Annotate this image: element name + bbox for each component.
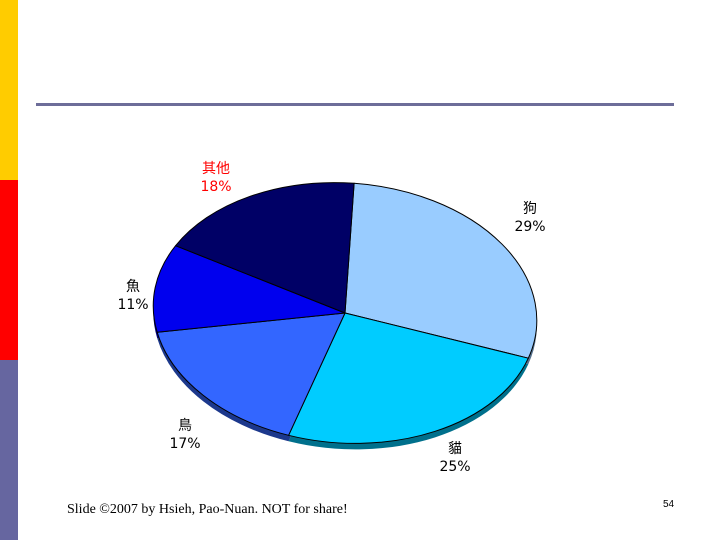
side-bar-red: [0, 180, 18, 360]
title-divider: [36, 103, 674, 106]
pie-slice-1: [288, 312, 529, 444]
side-bar-yellow: [0, 0, 18, 180]
pie-label-name-3: 魚: [126, 279, 140, 295]
pie-label-value-2: 17%: [169, 436, 200, 452]
pie-slice-4: [175, 182, 355, 314]
pie-label-value-4: 18%: [200, 179, 231, 195]
pie-label-name-4: 其他: [202, 161, 230, 177]
page-number: 54: [663, 499, 675, 510]
side-bar-slate: [0, 360, 18, 540]
pie-label-value-1: 25%: [439, 459, 470, 475]
pie-label-value-0: 29%: [514, 219, 545, 235]
pie-label-name-2: 鳥: [178, 418, 192, 434]
pie-slice-3: [152, 245, 346, 333]
pie-slice-2: [156, 312, 346, 436]
pie-label-name-1: 貓: [448, 441, 462, 457]
pie-label-name-0: 狗: [523, 201, 537, 217]
slide-credit: Slide ©2007 by Hsieh, Pao-Nuan. NOT for …: [67, 502, 348, 517]
pie-slice-0: [344, 182, 538, 359]
pie-label-value-3: 11%: [117, 297, 148, 313]
